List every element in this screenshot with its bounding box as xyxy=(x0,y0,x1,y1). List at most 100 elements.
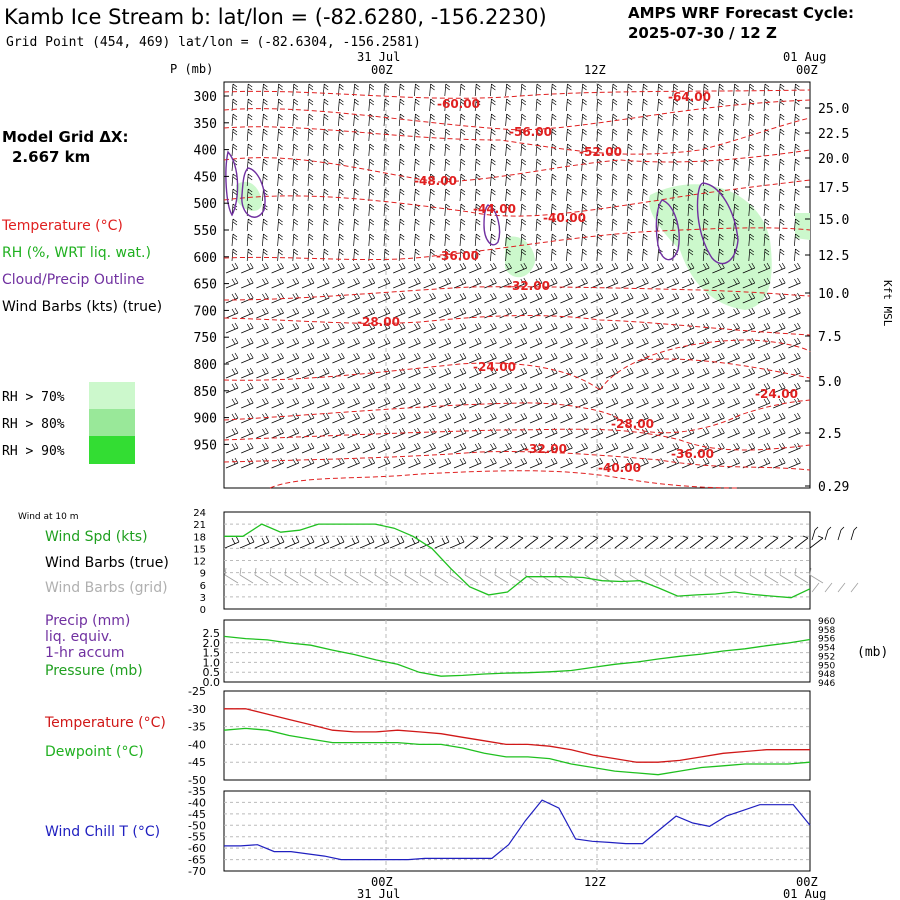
precip-tick-label: 2.5 xyxy=(203,627,221,640)
cycle-value: 2025-07-30 / 12 Z xyxy=(628,24,777,42)
temperature-contour-label: -60.00 xyxy=(437,97,480,111)
grid-dx-label: Model Grid ΔX: xyxy=(2,128,129,146)
pressure-unit: (mb) xyxy=(857,645,888,660)
temperature-contour-label: -24.00 xyxy=(755,387,798,401)
rh-region xyxy=(649,184,772,310)
temp-panel-frame xyxy=(223,690,811,781)
rh80-swatch xyxy=(89,409,135,436)
axis-tick-label: 24 xyxy=(193,508,206,519)
axis-tick-label: -45 xyxy=(188,756,206,769)
height-tick-label: 2.5 xyxy=(818,427,841,442)
rh90-label: RH > 90% xyxy=(2,444,65,459)
axis-tick-label: -40 xyxy=(188,738,206,751)
pressure-line xyxy=(223,635,811,677)
axis-tick-label: -65 xyxy=(188,854,206,867)
pressure-tick-label: 958 xyxy=(818,626,835,636)
pressure-tick-label: 550 xyxy=(194,224,217,239)
temp-axis: -25 -30 -35 -40 -45 -50 xyxy=(188,685,206,787)
main-title: Kamb Ice Stream b: lat/lon = (-82.6280, … xyxy=(4,5,547,29)
temp-gridlines xyxy=(224,691,810,780)
pressure-tick-label: 950 xyxy=(818,661,835,671)
temperature-line xyxy=(224,708,810,763)
wind-speed-line xyxy=(224,523,811,599)
wind-barb-glyphs xyxy=(225,83,801,469)
height-tick-label: 20.0 xyxy=(818,152,849,167)
top-date-2: 01 Aug xyxy=(783,50,826,64)
axis-tick-label: 6 xyxy=(200,581,206,592)
bottom-date-2: 01 Aug xyxy=(783,887,826,900)
wind-barbs-true xyxy=(224,526,858,549)
bottom-tick-00z-1: 00Z xyxy=(371,875,393,889)
legend-temperature: Temperature (°C) xyxy=(1,218,123,234)
height-tick-label: 7.5 xyxy=(818,330,841,345)
pressure-tick-label: 600 xyxy=(194,251,217,266)
bottom-tick-12z: 12Z xyxy=(584,875,606,889)
temperature-contour xyxy=(223,451,811,471)
pressure-tick-label: 900 xyxy=(194,412,217,427)
pressure-tick-label: 700 xyxy=(194,304,217,319)
dewpoint-line xyxy=(223,727,811,776)
dewpoint-label: Dewpoint (°C) xyxy=(45,744,144,760)
axis-tick-label: -30 xyxy=(188,703,206,716)
precip-label: Precip (mm) xyxy=(45,613,130,629)
temperature-contour-label: -40.00 xyxy=(598,461,641,475)
cloud-outline xyxy=(225,150,239,217)
height-tick-label: 15.0 xyxy=(818,213,849,228)
axis-tick-label: -40 xyxy=(188,796,206,809)
temperature-contour xyxy=(269,470,741,489)
height-tick-label: 22.5 xyxy=(818,127,849,142)
axis-tick-label: 0 xyxy=(200,605,206,616)
cloud-outline xyxy=(483,204,501,246)
temp-panel: -25 -30 -35 -40 -45 -50 xyxy=(188,685,811,787)
accum-label: 1-hr accum xyxy=(45,645,125,661)
temperature-contour-label: -28.00 xyxy=(357,315,400,329)
temperature-contour xyxy=(223,99,811,131)
pressure-tick-label: 350 xyxy=(194,117,217,132)
p-mb-label: P (mb) xyxy=(170,62,213,76)
top-tick-12z: 12Z xyxy=(584,63,606,77)
precip-axis: 2.52.01.51.00.50.0 xyxy=(203,627,221,689)
wind-10m-label: Wind at 10 m xyxy=(18,512,78,522)
wind-barbs-field xyxy=(225,83,801,469)
rh-region xyxy=(795,213,810,240)
cross-section-panel: -64.00 -60.00 -56.00 -52.00 -48.00 -44.00 -40.… xyxy=(194,81,894,495)
wind-chill-panel: -35-40-45-50-55-60-65-70 xyxy=(188,785,811,878)
temperature-contour xyxy=(599,339,811,391)
pressure-tick-label: 300 xyxy=(194,90,217,105)
axis-tick-label: -50 xyxy=(188,819,206,832)
wind-barbs-grid-label: Wind Barbs (grid) xyxy=(45,580,168,596)
axis-tick-label: 9 xyxy=(200,569,206,580)
temperature-contour xyxy=(223,179,811,217)
height-tick-label: 12.5 xyxy=(818,249,849,264)
wind-chill-axis: -35-40-45-50-55-60-65-70 xyxy=(188,785,206,878)
pressure-label: Pressure (mb) xyxy=(45,663,143,679)
temperature-contour-label: -24.00 xyxy=(473,360,516,374)
temperature-contour-label: -36.00 xyxy=(671,447,714,461)
cloud-outline xyxy=(241,167,266,218)
pressure-tick-label: 650 xyxy=(194,278,217,293)
height-tick-label: 5.0 xyxy=(818,375,841,390)
temperature-contour xyxy=(223,315,811,336)
axis-tick-label: 18 xyxy=(193,532,206,543)
height-tick-label: 0.29 xyxy=(818,480,849,495)
temperature-contour-label: -36.00 xyxy=(436,249,479,263)
wind-barbs-true-label: Wind Barbs (true) xyxy=(45,555,169,571)
temperature-contour-label: -32.00 xyxy=(524,442,567,456)
axis-tick-label: 3 xyxy=(200,593,206,604)
temperature-labels: -64.00 -60.00 -56.00 -52.00 -48.00 -44.00 -40.… xyxy=(357,90,798,475)
axis-tick-label: -35 xyxy=(188,785,206,798)
temperature-contour-label: -64.00 xyxy=(668,90,711,104)
precip-tick-label: 1.5 xyxy=(203,647,221,660)
wind-chill-line xyxy=(224,799,811,861)
wind-speed-label: Wind Spd (kts) xyxy=(45,529,148,545)
liq-equiv-label: liq. equiv. xyxy=(45,629,112,645)
pressure-tick-label: 950 xyxy=(194,438,217,453)
height-tick-label: 10.0 xyxy=(818,287,849,302)
legend-cloud: Cloud/Precip Outline xyxy=(2,272,145,288)
precip-tick-label: 0.0 xyxy=(203,676,221,689)
legend-wind-barbs: Wind Barbs (kts) (true) xyxy=(2,299,162,315)
temperature-contour xyxy=(223,117,811,155)
